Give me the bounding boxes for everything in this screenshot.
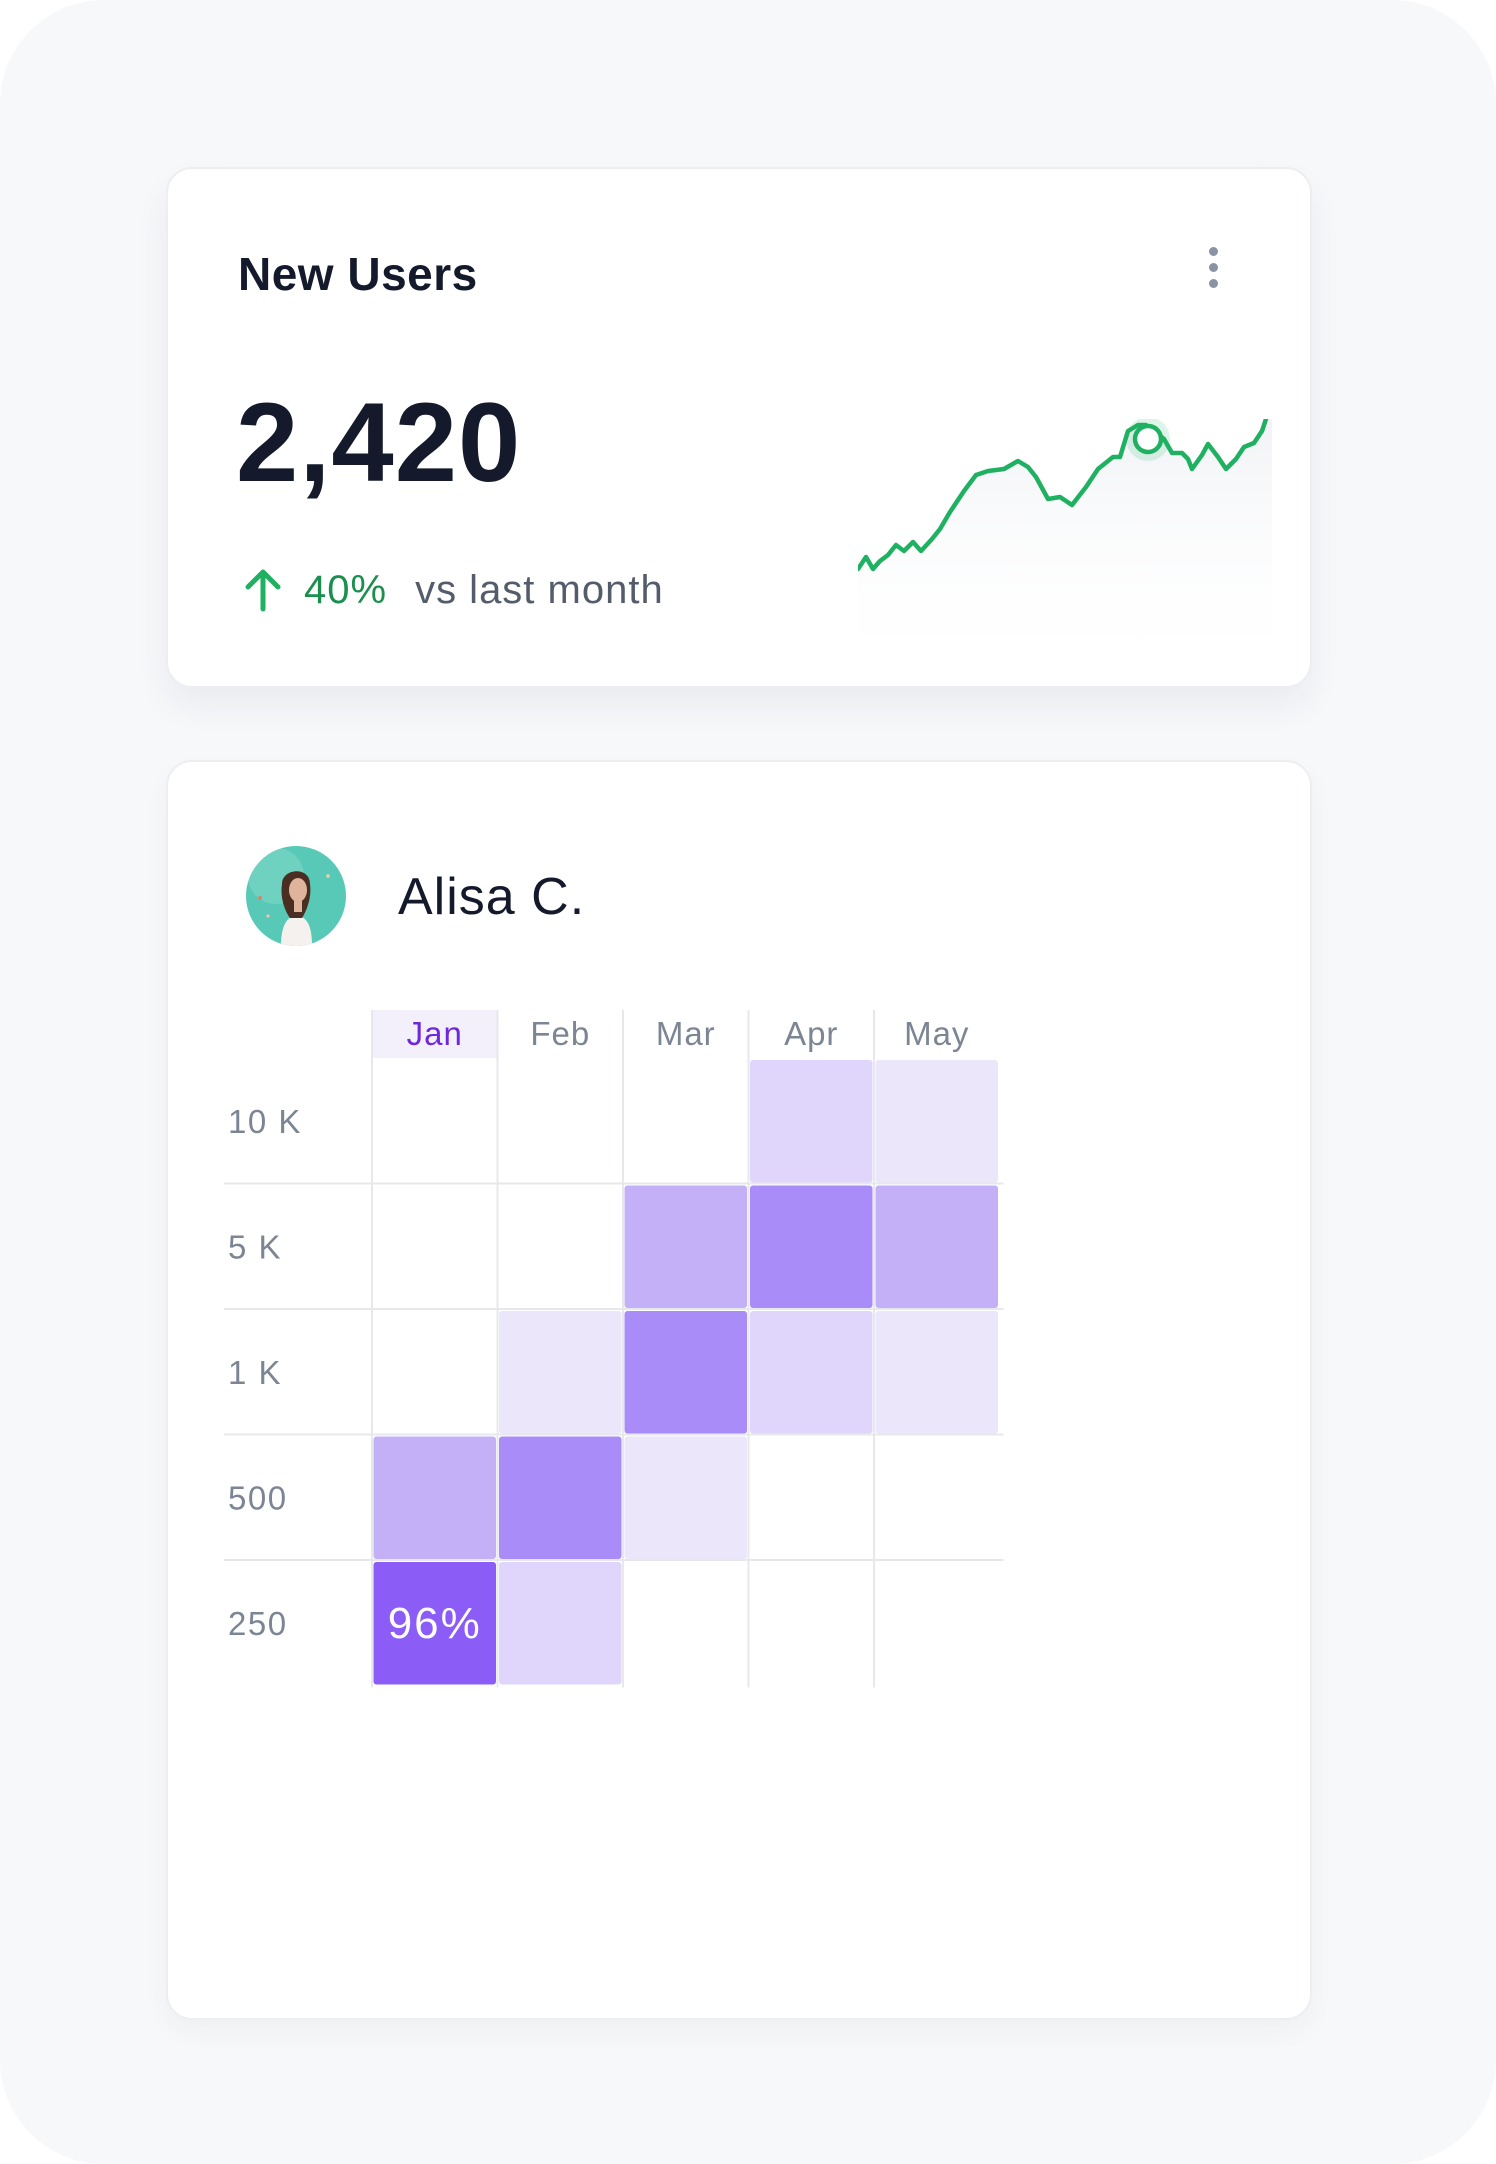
heatmap-cell-1k-mar[interactable] <box>624 1311 748 1434</box>
column-label-apr[interactable]: Apr <box>784 1015 838 1052</box>
heatmap-cell-500-mar[interactable] <box>624 1436 748 1560</box>
sparkline-line <box>858 419 1269 572</box>
heatmap-cell-1k-may[interactable] <box>875 1311 999 1434</box>
sparkline-highlight-point[interactable] <box>1132 423 1164 455</box>
column-label-feb[interactable]: Feb <box>530 1015 590 1052</box>
heatmap-cell-500-jan[interactable] <box>373 1436 497 1560</box>
heatmap-cell-500-feb[interactable] <box>499 1436 622 1560</box>
row-label: 250 <box>228 1605 288 1642</box>
arrow-up-icon <box>245 569 281 612</box>
heatmap-cell-5k-mar[interactable] <box>624 1185 748 1309</box>
new-users-count: 2,420 <box>236 380 522 505</box>
row-label: 500 <box>228 1479 288 1516</box>
sparkline-chart <box>858 419 1272 679</box>
heatmap-cell-10k-may[interactable] <box>875 1060 999 1183</box>
heatmap-cell-5k-apr[interactable] <box>750 1185 873 1309</box>
row-label: 5 K <box>228 1228 282 1265</box>
heatmap-cell-250-feb[interactable] <box>499 1562 622 1685</box>
selected-column-header-bg <box>372 1010 498 1058</box>
more-vertical-icon[interactable] <box>1202 241 1226 293</box>
trend-label: vs last month <box>415 567 664 612</box>
card-title: New Users <box>238 248 478 300</box>
row-label: 10 K <box>228 1103 302 1140</box>
column-label-may[interactable]: May <box>904 1015 969 1052</box>
avatar <box>246 846 346 946</box>
column-label-jan[interactable]: Jan <box>407 1015 463 1052</box>
heatmap-chart: Jan Feb Mar Apr May 10 K 5 K 1 K 500 250 96% <box>224 1010 1004 1688</box>
heatmap-cell-1k-feb[interactable] <box>499 1311 622 1434</box>
sparkline-area <box>858 419 1272 679</box>
user-heatmap-card: Alisa C. Jan Feb Mar Apr May 10 K 5 K 1 K 500 250… <box>166 760 1312 2020</box>
row-label: 1 K <box>228 1354 282 1391</box>
heatmap-cell-10k-apr[interactable] <box>750 1060 873 1183</box>
trend-indicator: 40% vs last month <box>240 565 664 615</box>
heatmap-cell-value-label: 96% <box>388 1599 482 1648</box>
column-label-mar[interactable]: Mar <box>656 1015 716 1052</box>
heatmap-cell-1k-apr[interactable] <box>750 1311 873 1434</box>
user-name: Alisa C. <box>398 868 586 926</box>
heatmap-cell-250-jan[interactable] <box>373 1562 497 1685</box>
avatar-photo <box>246 846 346 946</box>
trend-percent: 40% <box>304 567 388 612</box>
new-users-card: New Users 2,420 40% vs last month <box>166 167 1312 688</box>
heatmap-cell-5k-may[interactable] <box>875 1185 999 1309</box>
